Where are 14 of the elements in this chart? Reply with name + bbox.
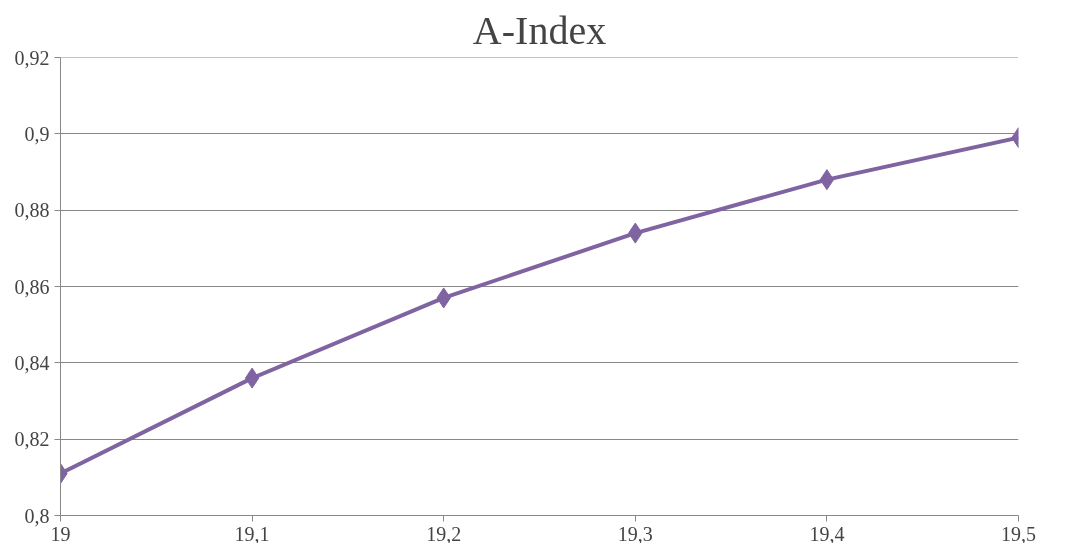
y-tick-label: 0,88 (14, 199, 50, 222)
x-tick-label: 19 (50, 522, 71, 545)
y-tick-label: 0,82 (14, 428, 50, 451)
y-tick-label: 0,8 (24, 504, 50, 527)
x-tick-label: 19,3 (617, 522, 653, 545)
x-tick-label: 19,4 (809, 522, 845, 545)
y-tick-label: 0,9 (24, 122, 50, 145)
y-tick-label: 0,84 (14, 351, 50, 374)
x-tick-label: 19,2 (426, 522, 462, 545)
y-tick-label: 0,92 (14, 46, 50, 69)
x-tick-label: 19,1 (234, 522, 270, 545)
y-tick-label: 0,86 (14, 275, 50, 298)
x-tick-label: 19,5 (1001, 522, 1036, 545)
chart-title: A-Index (472, 7, 607, 53)
